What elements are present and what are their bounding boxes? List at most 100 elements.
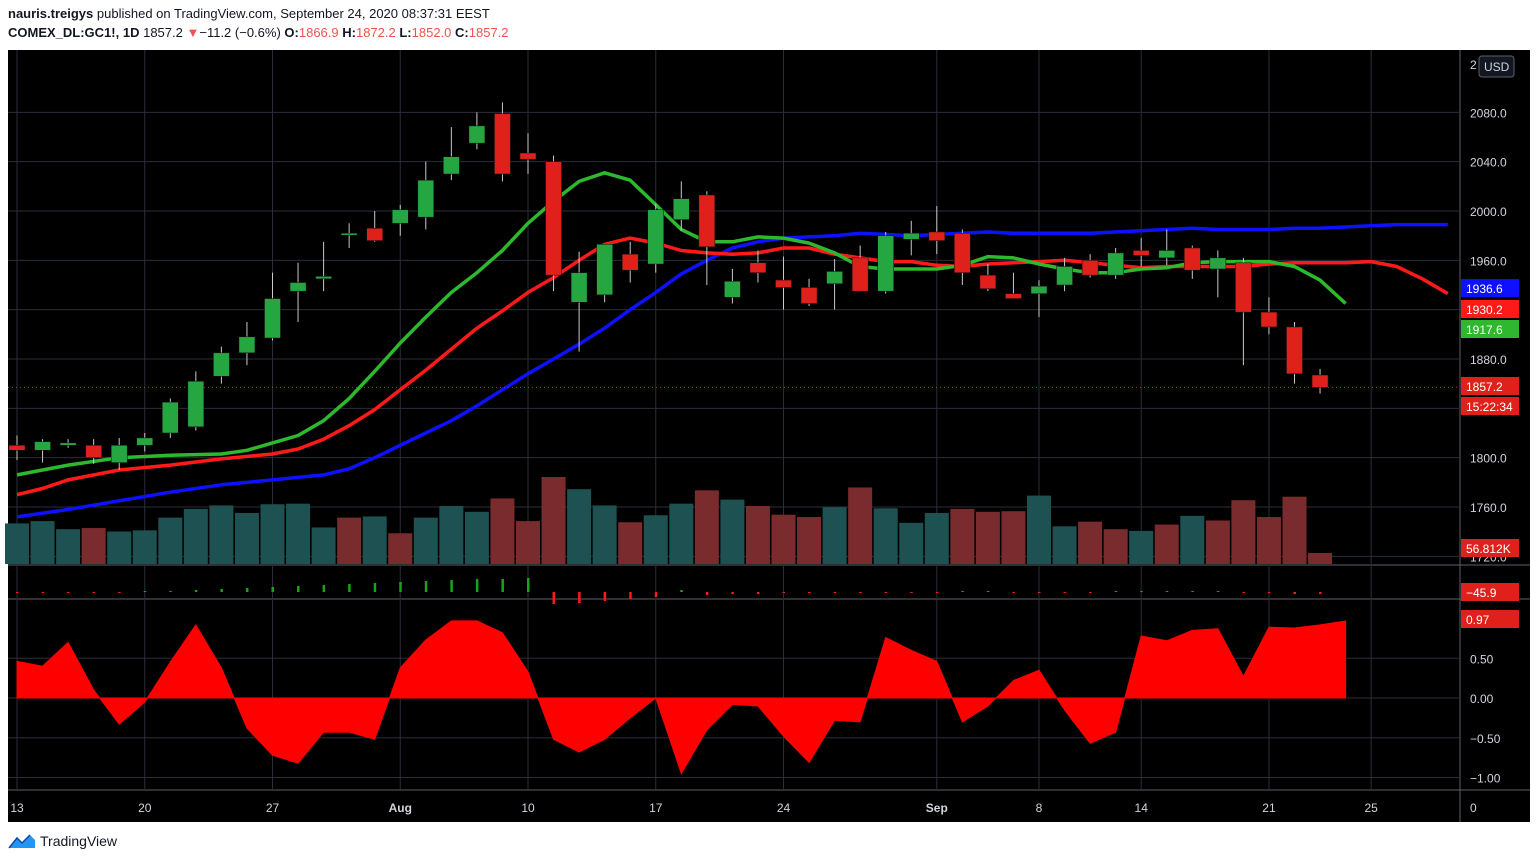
volume-bar — [490, 498, 515, 564]
author-name[interactable]: nauris.treigys — [8, 6, 94, 21]
ma-fast-line — [16, 171, 1347, 477]
open-value: 1866.9 — [298, 25, 339, 40]
candle-down — [954, 232, 971, 273]
volume-bar — [286, 503, 311, 564]
candle-up — [468, 125, 486, 144]
histogram-bar — [935, 592, 939, 593]
axis-price-label — [1461, 320, 1519, 338]
histogram-bar — [654, 592, 658, 597]
symbol-name[interactable]: COMEX_DL:GC1!, 1D — [8, 25, 140, 40]
volume-bar — [1154, 524, 1179, 564]
histogram-bar — [1012, 592, 1015, 593]
histogram-bar — [399, 582, 402, 592]
volume-bars — [5, 477, 1333, 564]
candle-up — [213, 352, 230, 377]
axis-price-label — [1461, 610, 1519, 628]
candle-up — [315, 276, 332, 280]
axis-price-label — [1461, 300, 1519, 318]
volume-bar — [439, 506, 464, 564]
histogram-bar — [220, 589, 223, 592]
price-tick-label: 1800.0 — [1470, 452, 1507, 466]
price-labels: 1936.6 1930.2 1917.6 1857.2 15:22:34 56.812K −… — [1461, 279, 1519, 628]
volume-bar — [158, 517, 183, 564]
high-label: H: — [342, 25, 356, 40]
histogram-bar — [1165, 591, 1169, 592]
volume-bar — [745, 506, 770, 564]
histogram-bar — [603, 592, 607, 601]
volume-bar — [516, 521, 540, 564]
candle-down — [519, 152, 537, 160]
candle-up — [59, 442, 77, 446]
time-axis[interactable]: 13 20 27 Aug 10 17 24 Sep 8 14 21 25 0 — [10, 801, 1477, 815]
volume-bar — [81, 528, 106, 564]
volume-bar — [337, 517, 362, 564]
histogram-bar — [271, 587, 274, 592]
volume-bar — [720, 499, 745, 564]
volume-bar — [950, 508, 975, 564]
tradingview-logo-icon — [8, 834, 35, 849]
volume-bar — [234, 512, 259, 564]
axis-price-label-text: 15:22:34 — [1466, 400, 1513, 414]
candle-down — [1286, 326, 1303, 375]
time-tick-label: 10 — [521, 801, 535, 815]
volume-bar — [1308, 552, 1333, 564]
histogram-bar — [1114, 591, 1118, 592]
volume-bar — [30, 521, 55, 564]
candle-up — [903, 232, 920, 240]
candle-down — [979, 274, 997, 289]
candle-up — [570, 272, 588, 303]
time-tick-label: 14 — [1135, 801, 1149, 815]
volume-bar — [413, 517, 438, 564]
close-label: C: — [455, 25, 469, 40]
candle-up — [1209, 257, 1227, 270]
moving-averages — [8, 171, 1460, 519]
last-price: 1857.2 — [143, 25, 183, 40]
candle-down — [775, 279, 792, 288]
volume-bar — [1001, 511, 1026, 564]
candle-down — [1311, 374, 1329, 388]
osc-tick-label: 0.00 — [1470, 692, 1494, 706]
volume-bar — [1027, 495, 1051, 564]
candle-up — [647, 209, 664, 265]
candle-up — [1158, 250, 1175, 259]
volume-bar — [694, 490, 719, 564]
histogram-bar — [1216, 591, 1220, 592]
volume-bar — [56, 529, 81, 564]
oscillator-pane — [16, 620, 1347, 775]
histogram-bar — [756, 592, 760, 594]
candle-up — [340, 232, 358, 236]
histogram-bar — [1089, 592, 1092, 593]
histogram-bar — [1140, 591, 1143, 592]
publication-line: nauris.treigys published on TradingView.… — [8, 6, 490, 21]
histogram-bar — [169, 591, 172, 592]
symbol-line: COMEX_DL:GC1!, 1D 1857.2 ▼−11.2 (−0.6%) … — [8, 25, 509, 40]
histogram-bar — [859, 592, 862, 593]
axis-price-label-text: 1936.6 — [1466, 282, 1503, 296]
histogram-bar — [527, 578, 530, 592]
price-tick-label: 1960.0 — [1470, 254, 1507, 268]
histogram-bar — [782, 592, 785, 593]
time-tick-label: Aug — [389, 801, 412, 815]
candle-up — [596, 244, 613, 296]
time-tick-label: 27 — [266, 801, 280, 815]
low-label: L: — [399, 25, 412, 40]
candle-up — [1030, 285, 1048, 294]
branding[interactable]: TradingView — [8, 833, 117, 849]
open-label: O: — [284, 25, 299, 40]
osc-tick-label: −0.50 — [1470, 732, 1501, 746]
axis-price-label-text: 0.97 — [1466, 613, 1490, 627]
change-down-icon: ▼ — [186, 25, 200, 40]
histogram-bar — [731, 592, 734, 594]
histogram-bar — [1038, 592, 1041, 593]
histogram-bar — [680, 590, 683, 592]
chart-area[interactable]: 2080.02040.02000.01960.01930.01880.01840… — [0, 48, 1540, 824]
histogram-bar — [322, 585, 326, 592]
histogram-bar — [475, 579, 479, 592]
oscillator-area — [16, 620, 1347, 775]
volume-bar — [848, 487, 873, 564]
candle-down — [1005, 293, 1022, 299]
histogram-bar — [578, 592, 581, 603]
histogram-bar — [348, 584, 351, 592]
volume-bar — [464, 511, 489, 564]
histogram-bar — [501, 579, 504, 592]
